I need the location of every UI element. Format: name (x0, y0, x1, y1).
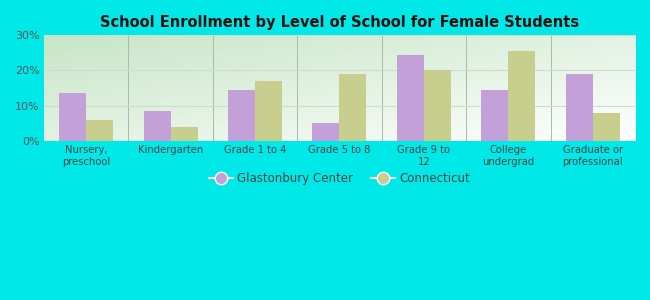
Bar (593, 113, 620, 141)
Bar (339, 74, 367, 141)
Bar (397, 55, 424, 141)
Title: School Enrollment by Level of School for Female Students: School Enrollment by Level of School for… (100, 15, 579, 30)
Legend: Glastonbury Center, Connecticut: Glastonbury Center, Connecticut (204, 167, 474, 190)
Bar (170, 127, 198, 141)
Bar (481, 90, 508, 141)
Bar (566, 74, 593, 141)
Bar (59, 93, 86, 141)
Bar (144, 111, 170, 141)
Bar (508, 51, 536, 141)
Bar (228, 90, 255, 141)
Bar (313, 123, 339, 141)
Bar (424, 70, 451, 141)
Bar (255, 81, 282, 141)
Bar (86, 120, 113, 141)
